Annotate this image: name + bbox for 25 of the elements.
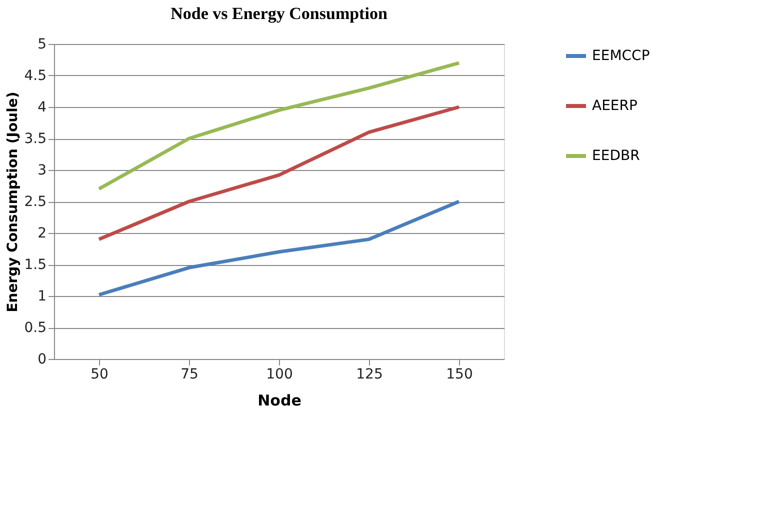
x-tick-label: 125	[356, 366, 383, 382]
y-tick-label: 4.5	[24, 68, 46, 84]
y-tick-label: 1.5	[24, 257, 46, 273]
legend-label: EEMCCP	[592, 48, 650, 64]
line-series	[97, 105, 461, 242]
line-series	[97, 61, 461, 191]
chart-title: Node vs Energy Consumption	[170, 4, 388, 23]
y-tick-label: 0.5	[24, 320, 46, 336]
legend-label: EEDBR	[592, 148, 640, 164]
y-axis-title: Energy Consumption (Joule)	[5, 92, 22, 312]
x-tick-label: 100	[266, 366, 293, 382]
x-tick-label: 75	[180, 366, 198, 382]
y-tick-label: 0	[38, 352, 46, 368]
y-tick-label: 3.5	[24, 131, 46, 147]
y-tick-label: 5	[38, 36, 46, 52]
x-tick-label: 150	[446, 366, 473, 382]
y-tick-label: 2.5	[24, 194, 46, 210]
y-tick-label: 1	[38, 288, 46, 304]
x-axis-title: Node	[258, 392, 302, 410]
line-series	[97, 200, 461, 296]
x-tick-label: 50	[90, 366, 108, 382]
y-tick-label: 2	[38, 226, 46, 242]
legend-label: AEERP	[592, 98, 638, 114]
y-tick-label: 3	[38, 162, 46, 178]
y-tick-label: 4	[38, 100, 47, 116]
